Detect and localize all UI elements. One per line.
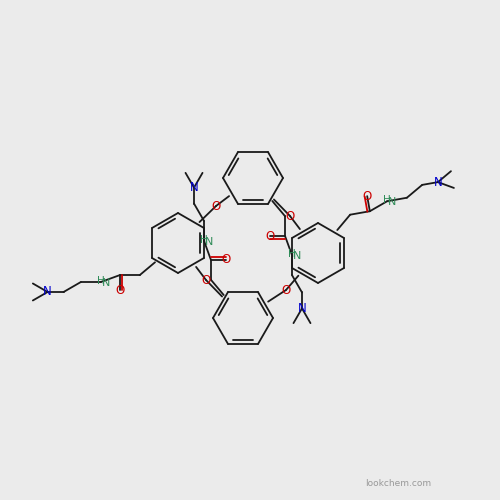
Text: H: H [97,276,105,286]
Text: H: H [384,195,391,205]
Text: N: N [43,286,52,298]
Text: H: H [200,235,208,245]
Text: N: N [293,251,301,261]
Text: O: O [222,253,231,266]
Text: O: O [115,284,124,297]
Text: O: O [212,200,220,212]
Text: O: O [202,274,210,286]
Text: N: N [205,237,213,247]
Text: N: N [190,181,198,194]
Text: N: N [298,302,306,315]
Text: lookchem.com: lookchem.com [365,479,431,488]
Text: O: O [265,230,274,243]
Text: H: H [288,249,296,259]
Text: N: N [388,197,396,207]
Text: O: O [362,190,372,202]
Text: N: N [102,278,110,288]
Text: O: O [286,210,294,222]
Text: O: O [282,284,290,296]
Text: N: N [434,176,442,188]
